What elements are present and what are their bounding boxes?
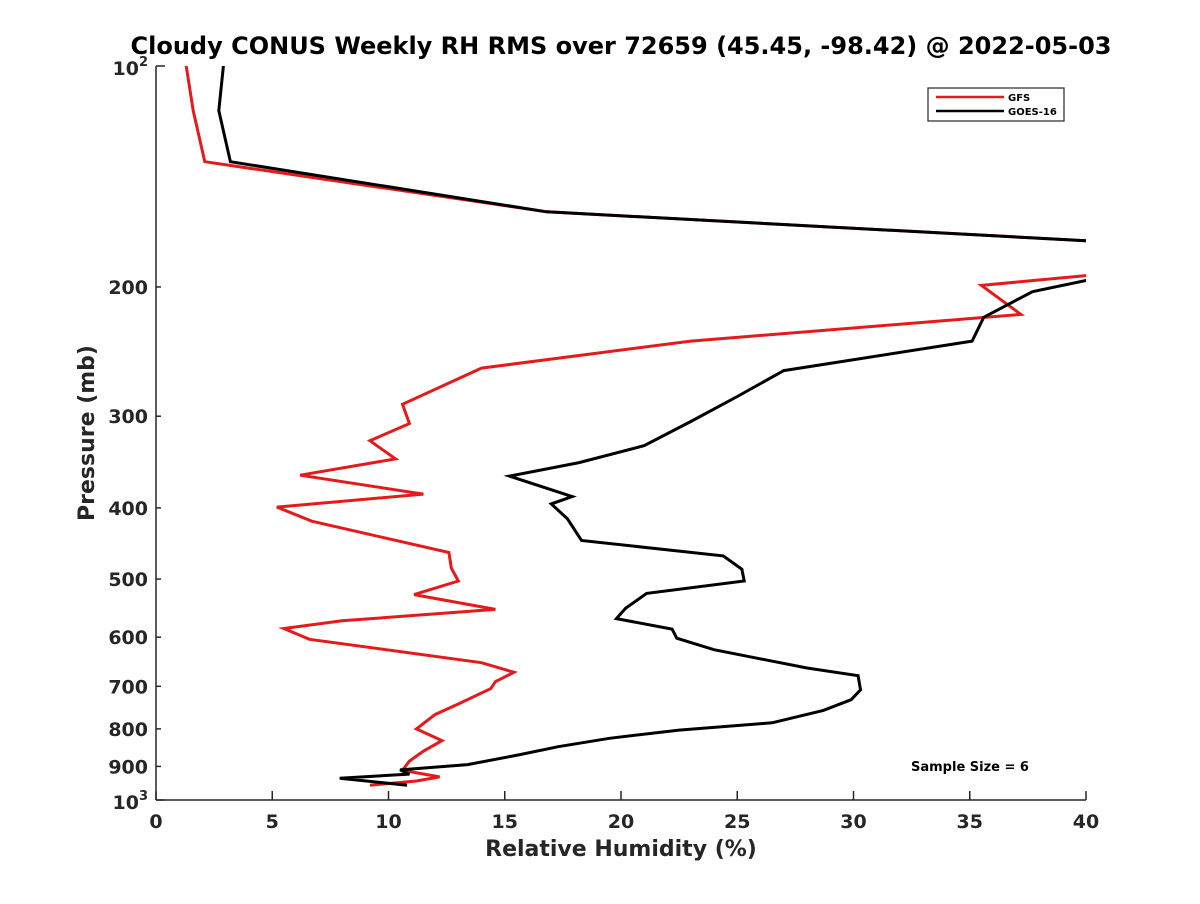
y-tick-top-base: 10 [113, 58, 139, 80]
legend-label-goes16: GOES-16 [1008, 107, 1057, 118]
y-tick-label-200: 200 [108, 277, 148, 299]
x-tick-label-40: 40 [1073, 811, 1099, 833]
x-tick-label-0: 0 [149, 811, 162, 833]
y-tick-top-exponent: 2 [139, 55, 148, 70]
series-layer [184, 66, 1086, 787]
plot-area [155, 66, 1086, 801]
x-tick-label-20: 20 [608, 811, 634, 833]
chart-title: Cloudy CONUS Weekly RH RMS over 72659 (4… [131, 32, 1112, 60]
y-tick-bottom-exponent: 3 [139, 789, 148, 804]
svg-text:103: 103 [113, 789, 149, 814]
y-tick-label-bottom: 103 [113, 789, 149, 814]
x-tick-label-5: 5 [266, 811, 279, 833]
legend-box [927, 87, 1065, 122]
y-tick-label-300: 300 [108, 406, 148, 428]
y-tick-label-700: 700 [108, 676, 148, 698]
x-tick-label-30: 30 [840, 811, 866, 833]
y-tick-label-500: 500 [108, 569, 148, 591]
y-tick-label-600: 600 [108, 627, 148, 649]
series-line-gfs [184, 66, 1086, 787]
y-axis-label: Pressure (mb) [75, 345, 100, 521]
x-tick-label-10: 10 [375, 811, 401, 833]
y-tick-bottom-base: 10 [113, 792, 139, 814]
y-axis-ticks: 200 300 400 500 600 700 800 900 [108, 65, 165, 801]
legend-label-gfs: GFS [1008, 93, 1030, 104]
x-axis-label: Relative Humidity (%) [485, 837, 757, 862]
x-tick-label-25: 25 [724, 811, 750, 833]
y-tick-label-800: 800 [108, 719, 148, 741]
x-tick-label-35: 35 [957, 811, 983, 833]
plot-background [156, 66, 1086, 800]
svg-text:102: 102 [113, 55, 149, 80]
y-tick-label-top: 102 [113, 55, 149, 80]
y-tick-label-400: 400 [108, 498, 148, 520]
series-line-goes-16 [217, 66, 1086, 787]
x-tick-label-15: 15 [492, 811, 518, 833]
legend: GFS GOES-16 [927, 87, 1065, 122]
y-tick-label-900: 900 [108, 756, 148, 778]
x-axis-ticks: 0 5 10 15 20 25 30 35 40 [149, 791, 1099, 833]
sample-size-annotation: Sample Size = 6 [911, 760, 1029, 775]
